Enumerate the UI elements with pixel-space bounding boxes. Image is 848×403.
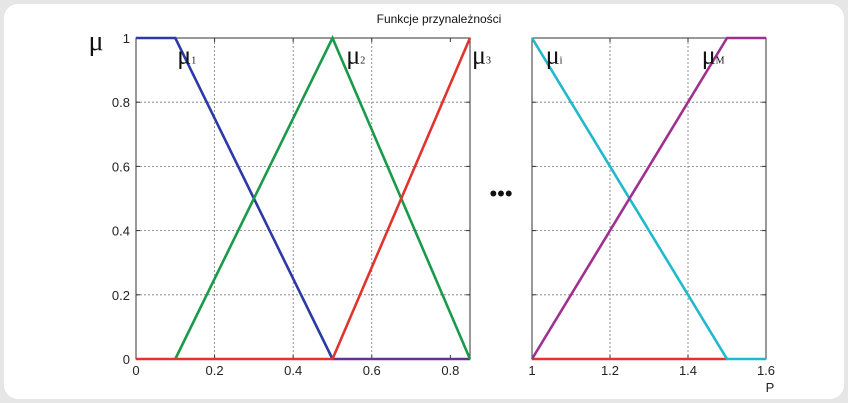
x-tick-label: 0.8 [441, 363, 459, 378]
series-label-mu-3: μ3 [472, 41, 491, 70]
series-label-subscript: i [560, 56, 563, 67]
y-tick-label: 0.2 [112, 288, 130, 303]
x-tick-label: 0.6 [363, 363, 381, 378]
x-tick-label: 1 [528, 363, 535, 378]
series-label-subscript: M [716, 56, 725, 67]
x-tick-label: 1.4 [679, 363, 697, 378]
x-tick-label: 0.4 [284, 363, 302, 378]
plot-frame [135, 37, 471, 360]
series-line-1-2 [136, 36, 334, 360]
series-label-mu-2: μ2 [346, 41, 365, 70]
x-tick-label: 0.2 [206, 363, 224, 378]
y-tick-label: 1 [123, 31, 130, 46]
series-line-2-3 [530, 36, 766, 360]
x-tick-label: 1.6 [757, 363, 775, 378]
y-tick-label: 0.4 [112, 224, 130, 239]
panel-2: 1 1.2 1.4 1.6 μi μM [528, 36, 775, 378]
chart-card [4, 4, 844, 399]
x-tick-label: 1.2 [601, 363, 619, 378]
plot-frame [531, 37, 767, 360]
panel-gap-ellipsis: ••• [489, 181, 512, 206]
x-axis-label: P [766, 380, 775, 395]
x-tick-label: 0 [132, 363, 139, 378]
series-line-1-4 [136, 37, 472, 361]
series-label-subscript: 1 [191, 56, 196, 67]
series-label-mu-1: μ1 [177, 41, 196, 70]
series-line-1-3 [174, 34, 472, 360]
series-label-mu-M: μM [702, 41, 725, 70]
series-line-2-2 [530, 37, 766, 361]
series-label-subscript: 3 [486, 56, 491, 67]
y-axis-label: μ [88, 26, 103, 57]
chart-title: Funkcje przynależności [377, 12, 502, 26]
series-label-subscript: 2 [360, 56, 365, 67]
series-label-mu-i: μi [546, 41, 563, 70]
y-tick-label: 0 [123, 352, 130, 367]
y-tick-label: 0.6 [112, 159, 130, 174]
y-tick-label: 0.8 [112, 95, 130, 110]
